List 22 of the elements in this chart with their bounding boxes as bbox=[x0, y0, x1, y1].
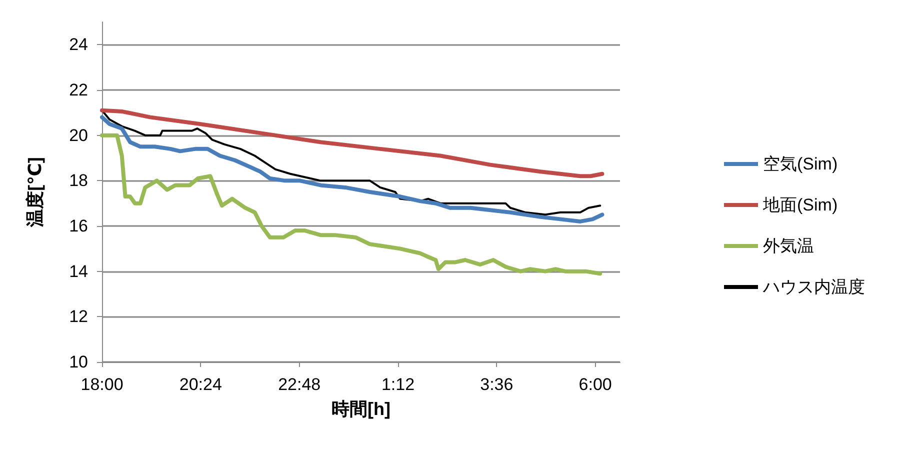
line-series bbox=[100, 133, 602, 276]
legend-label: ハウス内温度 bbox=[762, 278, 865, 296]
y-tick-label: 18 bbox=[69, 171, 88, 190]
y-axis-title: 温度[℃] bbox=[25, 157, 45, 228]
legend-label: 地面(Sim) bbox=[762, 196, 838, 214]
x-tick-label: 1:12 bbox=[381, 375, 415, 394]
y-tick-label: 24 bbox=[69, 35, 88, 54]
x-axis-title: 時間[h] bbox=[332, 399, 390, 419]
y-tick-label: 10 bbox=[69, 352, 88, 372]
y-tick-label: 16 bbox=[69, 216, 88, 236]
x-tick-label: 18:00 bbox=[80, 375, 124, 394]
x-tick-label: 20:24 bbox=[179, 375, 222, 394]
y-tick-label: 22 bbox=[69, 80, 88, 100]
legend-label: 外気温 bbox=[763, 236, 814, 256]
y-tick-label: 12 bbox=[69, 307, 88, 326]
x-tick-label: 6:00 bbox=[578, 375, 612, 394]
line-series bbox=[100, 108, 604, 178]
y-tick-label: 20 bbox=[69, 126, 88, 145]
x-tick-label: 22:48 bbox=[278, 375, 321, 394]
legend-label: 空気(Sim) bbox=[763, 154, 838, 174]
x-tick-label: 3:36 bbox=[480, 375, 514, 394]
y-tick-label: 14 bbox=[69, 262, 88, 281]
